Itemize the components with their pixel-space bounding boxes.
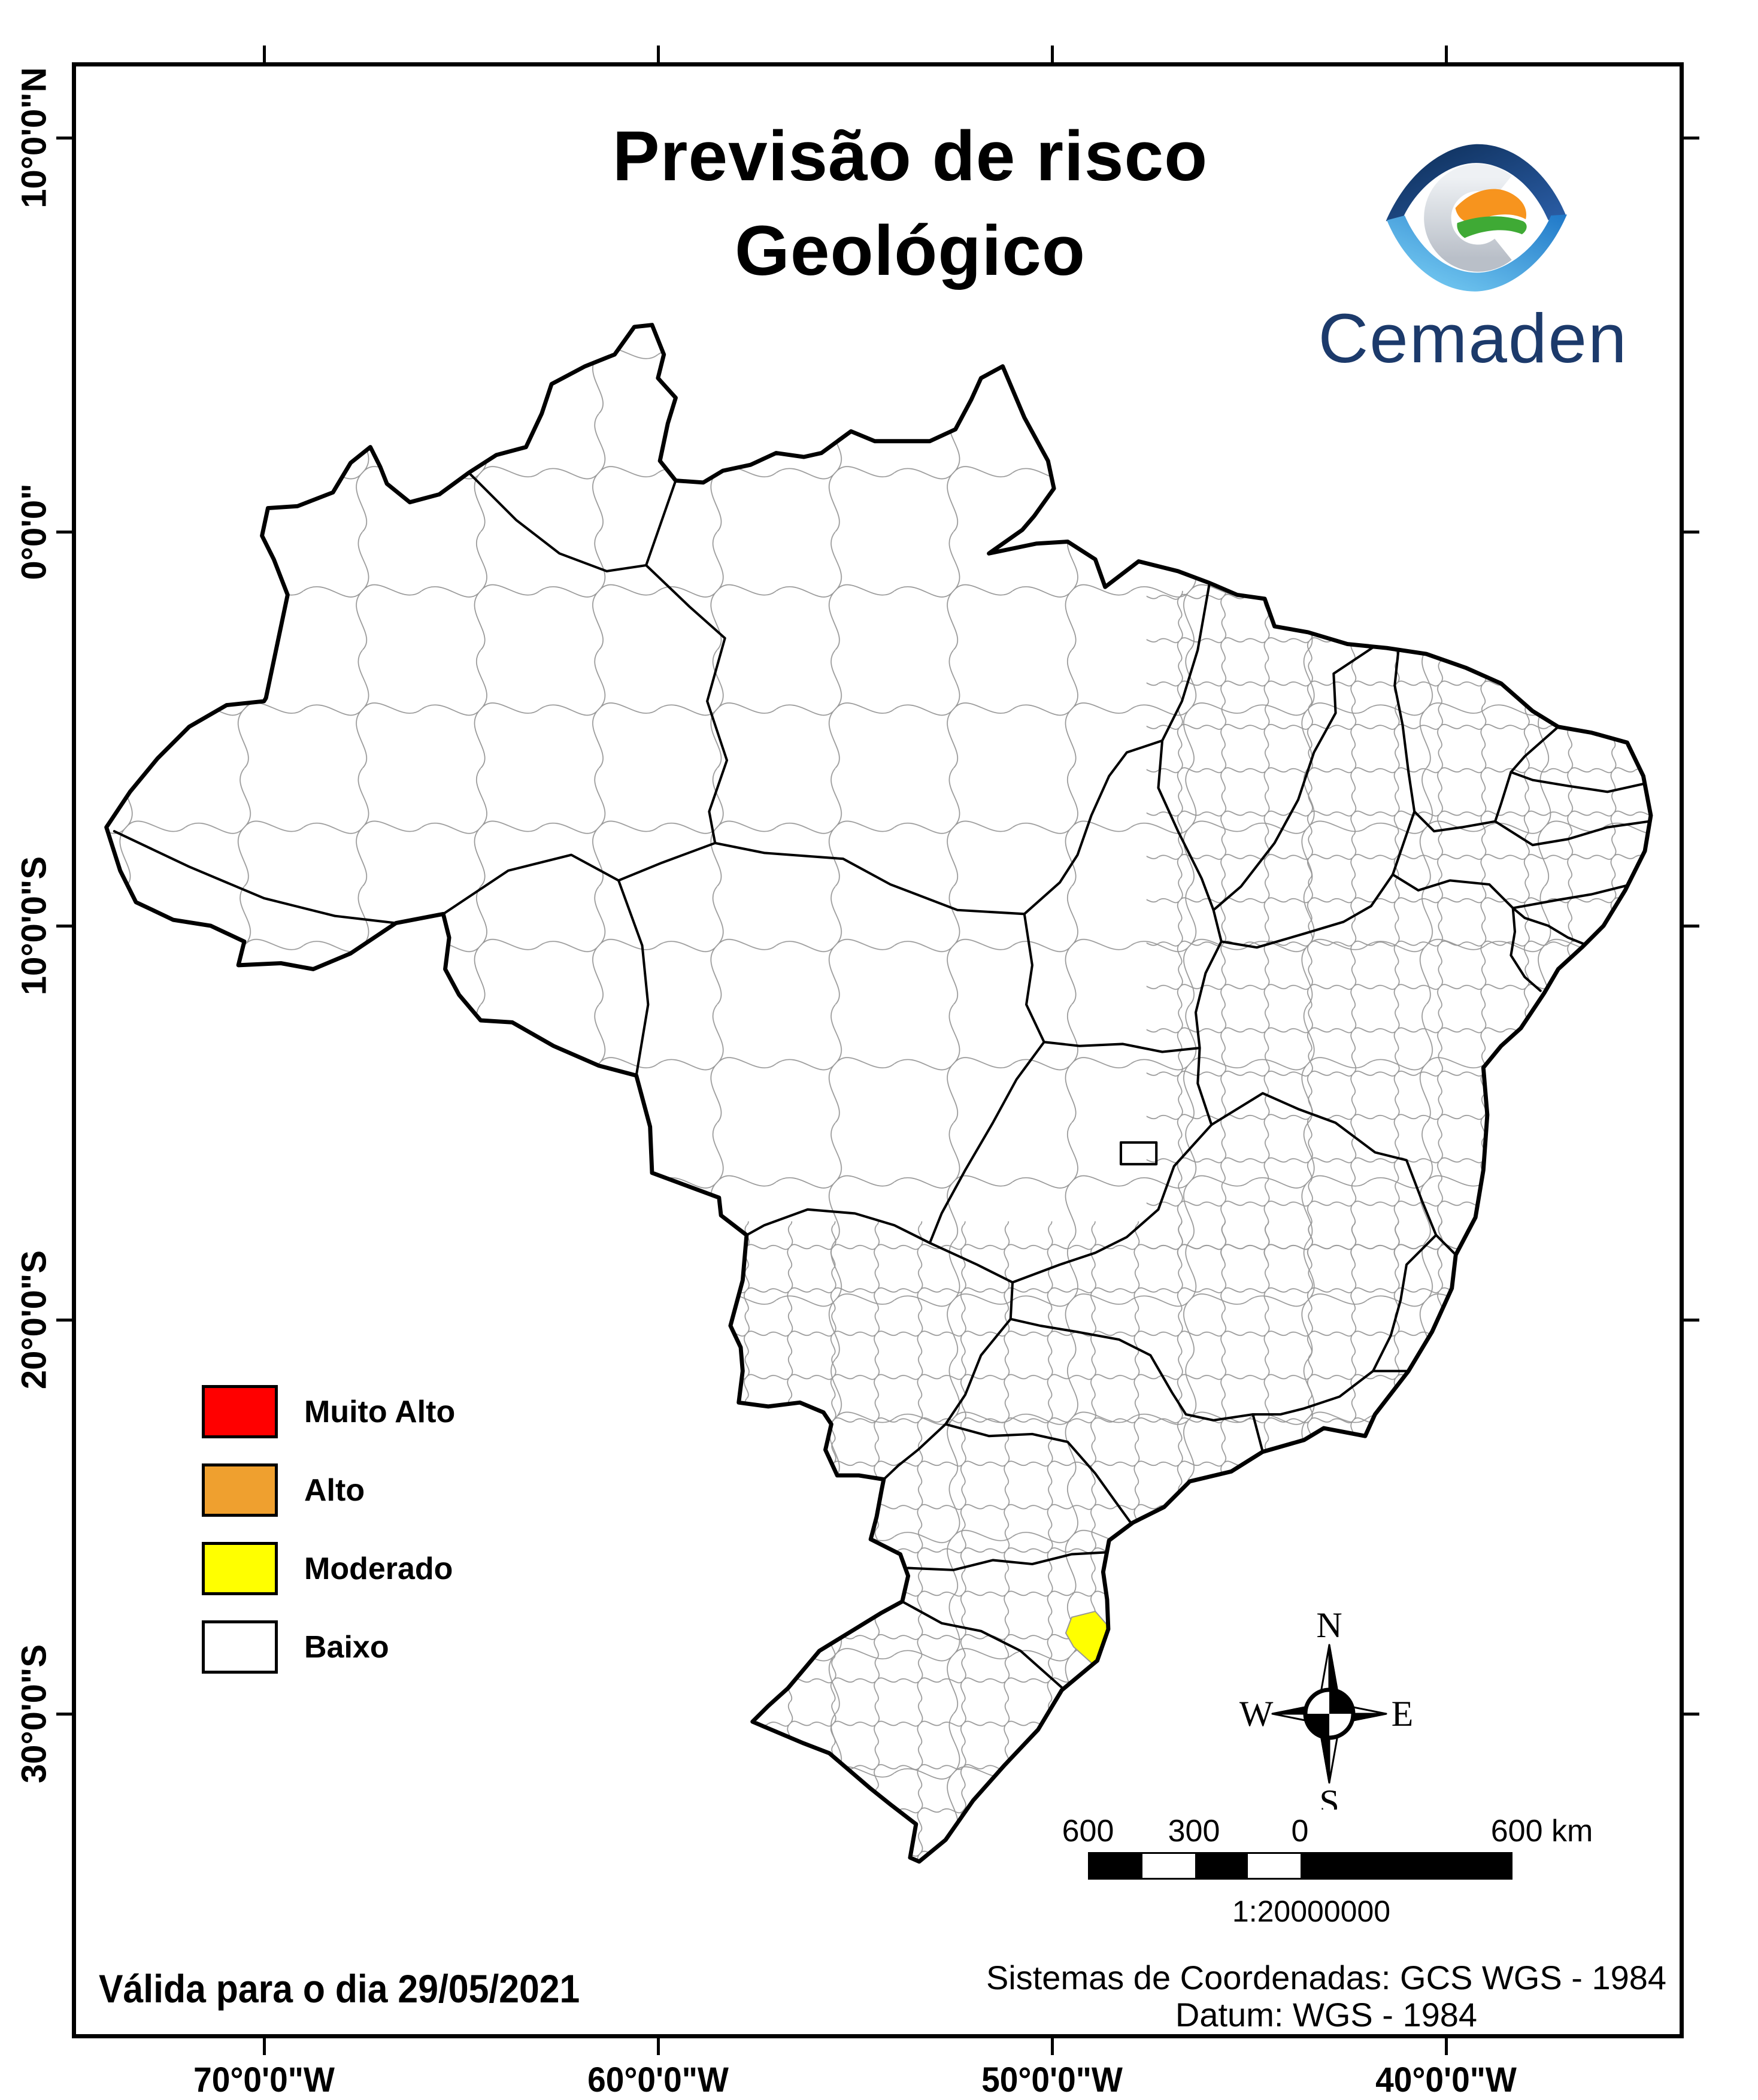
scale-label-0: 0 xyxy=(1291,1814,1309,1849)
scale-label-600-left: 600 xyxy=(1062,1814,1114,1849)
tick-left-20s xyxy=(56,1319,72,1322)
legend-item-muito-alto: Muito Alto xyxy=(202,1385,455,1438)
legend-label-moderado: Moderado xyxy=(304,1551,453,1586)
state-borders xyxy=(113,471,1650,1690)
compass-west-label: W xyxy=(1239,1694,1274,1734)
validity-date-note: Válida para o dia 29/05/2021 xyxy=(99,1966,580,2011)
brazil-map[interactable] xyxy=(76,66,1680,2034)
legend-swatch-baixo xyxy=(202,1620,278,1674)
cemaden-wordmark: Cemaden xyxy=(1318,299,1628,377)
coordinate-system-line: Sistemas de Coordenadas: GCS WGS - 1984 xyxy=(986,1959,1667,1996)
compass-north-label: N xyxy=(1316,1606,1342,1645)
tick-top-50w xyxy=(1051,46,1054,62)
tick-bottom-40w xyxy=(1445,2038,1448,2055)
tick-bottom-60w xyxy=(657,2038,660,2055)
compass-rose-icon: N S W E xyxy=(1239,1606,1414,1810)
cemaden-eye-logo-icon xyxy=(1386,144,1567,292)
tick-right-20s xyxy=(1684,1319,1699,1322)
tick-left-0 xyxy=(56,531,72,534)
tick-right-30s xyxy=(1684,1713,1699,1716)
y-axis-label-10s: 10°0'0"S xyxy=(14,856,54,996)
compass-east-label: E xyxy=(1392,1694,1414,1734)
tick-left-10s xyxy=(56,925,72,928)
tick-left-30s xyxy=(56,1713,72,1716)
scale-label-600km: 600 km xyxy=(1490,1814,1593,1849)
coordinate-system-note: Sistemas de Coordenadas: GCS WGS - 1984 … xyxy=(964,1959,1689,2034)
x-axis-label-60w: 60°0'0"W xyxy=(587,2060,729,2099)
y-axis-label-30s: 30°0'0"S xyxy=(14,1644,54,1784)
title-line-2: Geológico xyxy=(735,211,1086,290)
y-axis-label-10n: 10°0'0"N xyxy=(14,67,54,208)
scale-label-300: 300 xyxy=(1168,1814,1220,1849)
legend-item-baixo: Baixo xyxy=(202,1620,455,1674)
tick-right-10n xyxy=(1684,137,1699,140)
legend-label-baixo: Baixo xyxy=(304,1629,389,1665)
brazil-country-outline xyxy=(104,323,1653,1864)
y-axis-label-20s: 20°0'0"S xyxy=(14,1250,54,1390)
legend-label-alto: Alto xyxy=(304,1472,365,1508)
tick-top-40w xyxy=(1445,46,1448,62)
page-title: Previsão de risco Geológico xyxy=(491,109,1329,298)
scale-bar xyxy=(1088,1852,1513,1880)
highlighted-island-moderado[interactable] xyxy=(1108,1595,1114,1608)
legend-swatch-moderado xyxy=(202,1542,278,1595)
tick-left-10n xyxy=(56,137,72,140)
datum-line: Datum: WGS - 1984 xyxy=(1175,1996,1478,2034)
tick-bottom-50w xyxy=(1051,2038,1054,2055)
title-line-1: Previsão de risco xyxy=(612,117,1208,196)
tick-right-0 xyxy=(1684,531,1699,534)
tick-bottom-70w xyxy=(263,2038,266,2055)
legend-item-alto: Alto xyxy=(202,1463,455,1517)
tick-top-60w xyxy=(657,46,660,62)
compass-south-label: S xyxy=(1319,1783,1339,1810)
legend-item-moderado: Moderado xyxy=(202,1542,455,1595)
x-axis-label-40w: 40°0'0"W xyxy=(1375,2060,1517,2099)
tick-right-10s xyxy=(1684,925,1699,928)
scale-ratio: 1:20000000 xyxy=(1232,1895,1391,1928)
y-axis-label-0: 0°0'0" xyxy=(14,483,54,580)
legend: Muito Alto Alto Moderado Baixo xyxy=(202,1385,455,1674)
x-axis-label-50w: 50°0'0"W xyxy=(981,2060,1123,2099)
legend-label-muito-alto: Muito Alto xyxy=(304,1394,456,1429)
x-axis-label-70w: 70°0'0"W xyxy=(193,2060,335,2099)
legend-swatch-muito-alto xyxy=(202,1385,278,1438)
legend-swatch-alto xyxy=(202,1463,278,1517)
tick-top-70w xyxy=(263,46,266,62)
